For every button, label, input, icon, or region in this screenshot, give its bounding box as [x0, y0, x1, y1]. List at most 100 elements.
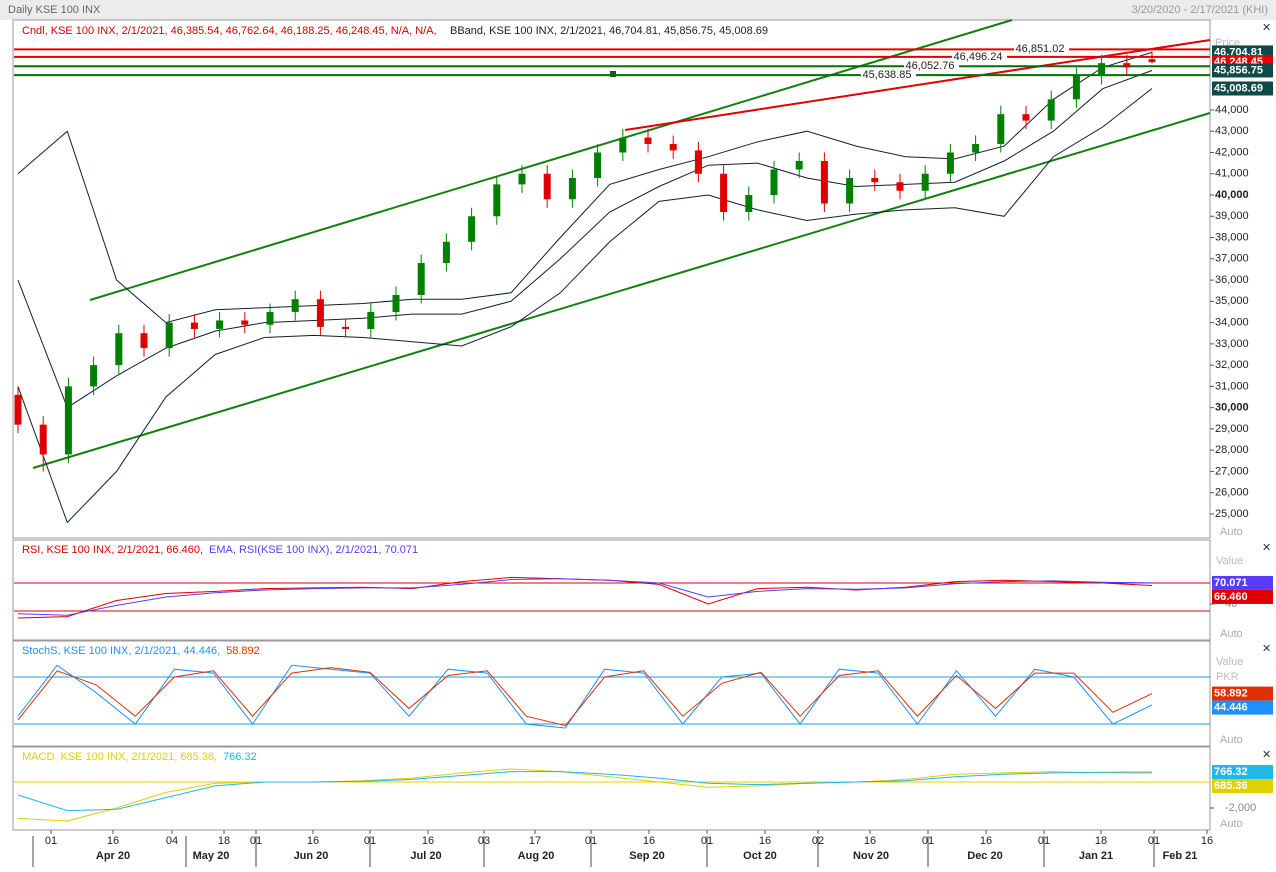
candle-body: [946, 152, 954, 174]
last-value-label: 685.36: [1214, 780, 1248, 792]
series-legend: 58.892: [226, 645, 260, 657]
anchor-handle: [610, 71, 616, 77]
window-title: Daily KSE 100 INX: [8, 4, 101, 16]
bband-line: [17, 51, 1153, 324]
indicator-line: [17, 664, 1153, 729]
candle-body: [669, 143, 677, 151]
x-tick-label: 16: [643, 835, 655, 847]
month-label: Jan 21: [1079, 850, 1113, 862]
indicator-line: [17, 578, 1153, 616]
candle-body: [266, 311, 274, 325]
level-label: 46,052.76: [906, 60, 955, 72]
candle-body: [518, 173, 526, 185]
candle-body: [795, 160, 803, 170]
y-tick-label: 41,000: [1215, 168, 1249, 180]
last-value-label: 58.892: [1214, 687, 1248, 699]
candle-body: [90, 365, 98, 387]
y-tick-label: 34,000: [1215, 316, 1249, 328]
candle-body: [568, 177, 576, 200]
level-label: 46,496.24: [954, 51, 1003, 63]
candle-body: [1098, 63, 1106, 76]
last-value-label-box: [1212, 765, 1273, 780]
y-tick-label: 28,000: [1215, 444, 1249, 456]
resistance-line: [624, 39, 1211, 131]
candle-body: [367, 311, 375, 329]
candle-body: [14, 394, 22, 425]
bband-middle-label-box: [1212, 63, 1273, 78]
x-tick-label: 16: [980, 835, 992, 847]
level-label-bg: [1014, 43, 1069, 56]
x-tick-label: 16: [759, 835, 771, 847]
last-value-label: 66.460: [1214, 591, 1248, 603]
y-tick-label: 25,000: [1215, 508, 1249, 520]
y-tick-label: 44,000: [1215, 104, 1249, 116]
bband-lower-label: 45,008.69: [1214, 82, 1263, 94]
candle-body: [64, 386, 72, 455]
date-range: 3/20/2020 - 2/17/2021 (KHI): [1132, 4, 1268, 16]
candle-body: [745, 195, 753, 213]
month-label: Jun 20: [294, 850, 329, 862]
y-tick-label: 38,000: [1215, 231, 1249, 243]
last-value-label: 44.446: [1214, 701, 1248, 713]
channel-lower: [32, 112, 1211, 469]
y-tick-label: 33,000: [1215, 338, 1249, 350]
candle-body: [1047, 99, 1055, 121]
candle-body: [442, 241, 450, 264]
month-label: Aug 20: [518, 850, 555, 862]
candle-body: [644, 137, 652, 144]
candle-body: [619, 137, 627, 153]
level-label-bg: [904, 60, 959, 73]
indicator-line: [17, 771, 1153, 812]
auto-button: Auto: [1220, 818, 1243, 830]
candle-body: [594, 152, 602, 178]
bband-line: [17, 88, 1153, 524]
axis-label: Value: [1216, 555, 1243, 567]
y-tick-label: 32,000: [1215, 359, 1249, 371]
candle-body: [241, 320, 249, 325]
series-legend: MACD, KSE 100 INX, 2/1/2021, 685.36,: [22, 751, 217, 763]
series-legend: EMA, RSI(KSE 100 INX), 2/1/2021, 70.071: [209, 544, 418, 556]
panel-close[interactable]: ✕: [1262, 542, 1271, 554]
axis-label: Value: [1216, 656, 1243, 668]
candle-body: [846, 177, 854, 204]
y-tick-label: 35,000: [1215, 295, 1249, 307]
candle-body: [997, 114, 1005, 144]
unit-label: PKR: [1216, 671, 1239, 683]
level-label-bg: [861, 69, 916, 82]
candle-body: [770, 169, 778, 196]
panel-close[interactable]: ✕: [1262, 643, 1271, 655]
price-frame: [12, 19, 1211, 539]
x-tick-label: 04: [166, 835, 178, 847]
x-tick-label: 16: [864, 835, 876, 847]
x-tick-label: 01: [45, 835, 57, 847]
bband-lower-label-box: [1212, 81, 1273, 96]
y-tick-label: 40,000: [1215, 189, 1249, 201]
panel-close[interactable]: ✕: [1262, 749, 1271, 761]
candle-body: [1148, 59, 1156, 63]
candle-body: [543, 173, 551, 200]
bband-middle-label: 45,856.75: [1214, 64, 1263, 76]
candle-body: [115, 333, 123, 366]
month-label: Oct 20: [743, 850, 777, 862]
month-label: Sep 20: [629, 850, 664, 862]
candle-body: [921, 173, 929, 191]
candle-body: [417, 263, 425, 295]
month-label: Jul 20: [410, 850, 441, 862]
y-tick-label: -2,000: [1225, 802, 1256, 814]
x-tick-label: 17: [529, 835, 541, 847]
candle-body: [1123, 63, 1131, 68]
panel-close[interactable]: ✕: [1262, 22, 1271, 34]
series-legend: StochS, KSE 100 INX, 2/1/2021, 44.446,: [22, 645, 220, 657]
x-tick-label: 18: [218, 835, 230, 847]
y-tick-label: 26,000: [1215, 487, 1249, 499]
candle-body: [720, 173, 728, 213]
candle-body: [820, 160, 828, 204]
last-value-label-box: [1212, 779, 1273, 794]
candle-body: [493, 184, 501, 217]
bband-line: [17, 70, 1153, 409]
y-tick-label: 37,000: [1215, 253, 1249, 265]
candle-body: [694, 150, 702, 174]
indicator-line: [17, 768, 1153, 822]
